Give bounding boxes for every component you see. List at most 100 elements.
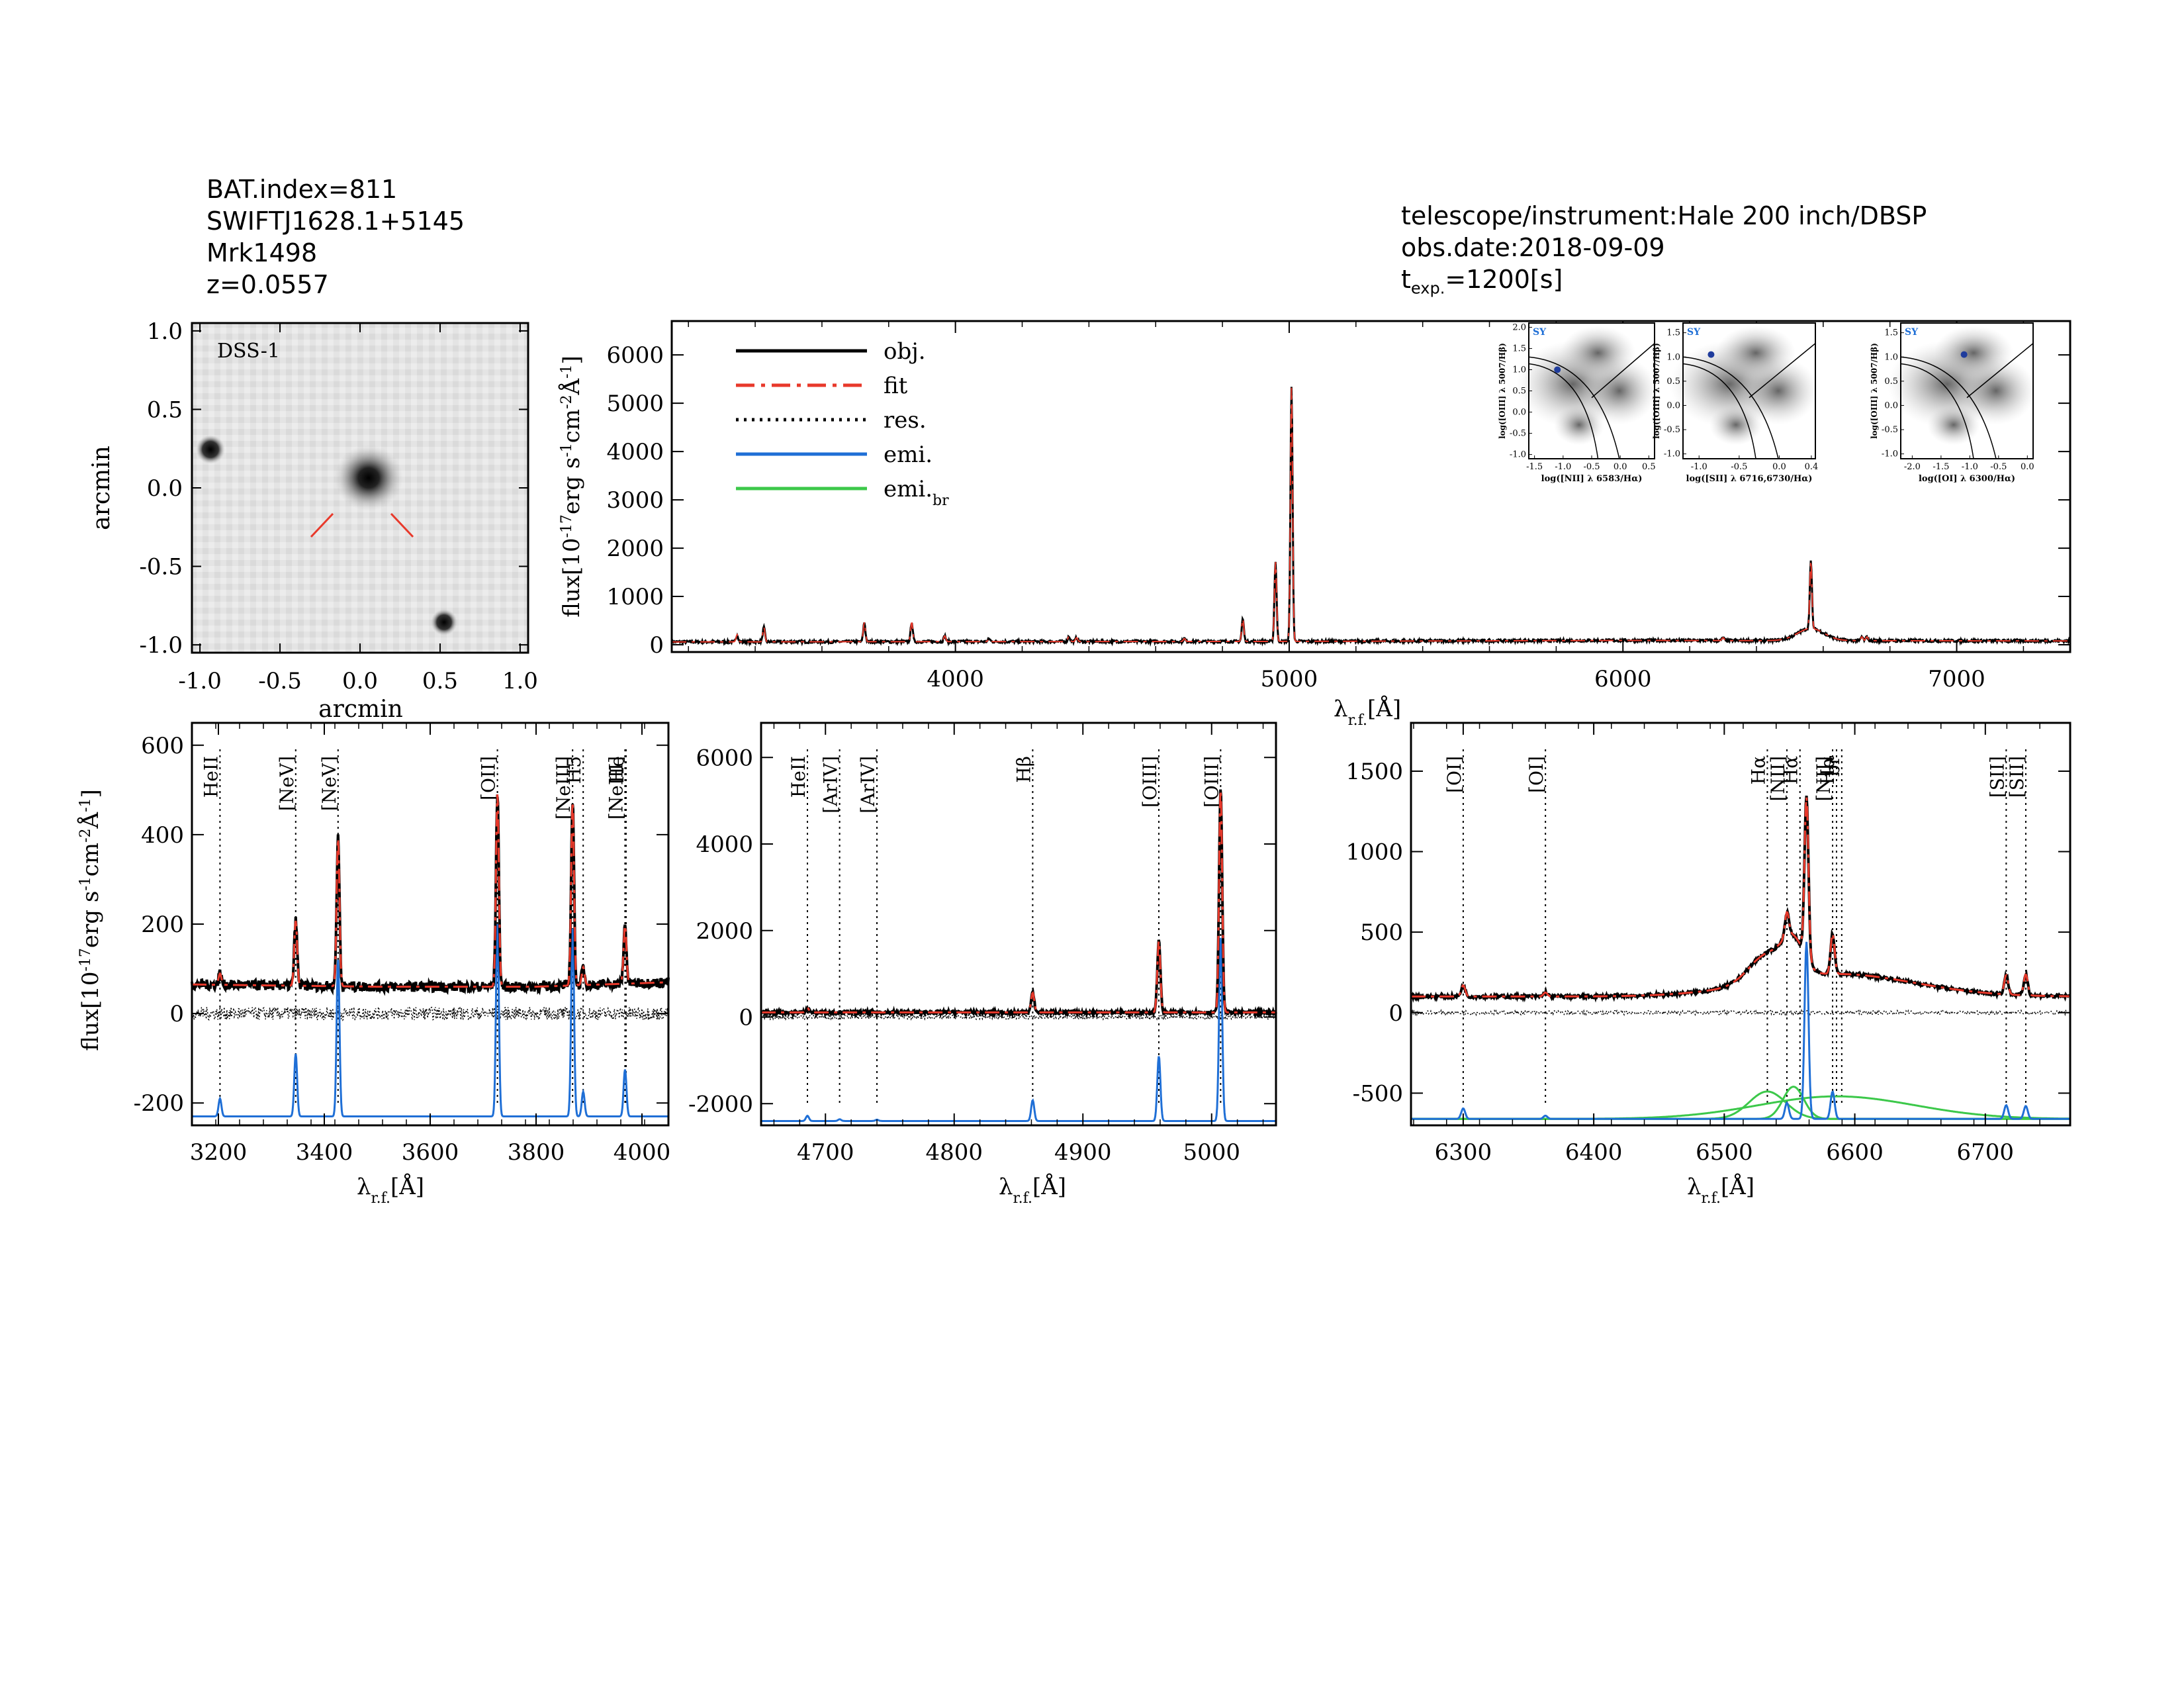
- xtick-label: 4700: [797, 1139, 854, 1166]
- bpt-ytick-label: -1.0: [1664, 449, 1680, 459]
- bpt-ytick-label: 1.5: [1884, 328, 1898, 338]
- bpt-ytick-label: 1.0: [1666, 352, 1680, 362]
- swift-id-text: SWIFTJ1628.1+5145: [206, 207, 465, 236]
- ytick-label: 0: [739, 1005, 753, 1031]
- line-id-label: Hα: [1817, 756, 1839, 784]
- field-star-bottom: [431, 609, 457, 635]
- line-id-label: Hα: [1780, 756, 1802, 784]
- observed-spectrum: [760, 789, 1277, 1019]
- line-id-label: [ArIV]: [857, 756, 879, 814]
- dss-ylabel: arcmin: [88, 445, 115, 530]
- bpt-xtick-label: -1.5: [1526, 462, 1543, 472]
- broad-emission-series: [1411, 1090, 2070, 1120]
- ytick-label: 3000: [606, 487, 664, 514]
- ytick-label: 6000: [606, 342, 664, 369]
- bpt-demarcation-curve: [1682, 363, 1756, 459]
- ytick-label: 6000: [696, 745, 753, 771]
- ytick-label: 400: [141, 822, 184, 849]
- bpt-density-blob: [1554, 404, 1604, 445]
- bpt-xtick-label: 0.0: [1614, 462, 1627, 472]
- line-id-label: [NeV]: [276, 756, 298, 811]
- line-id-label: H5: [563, 756, 585, 784]
- residual-series: [1410, 1008, 2071, 1017]
- ytick-label: 2000: [696, 918, 753, 945]
- line-id-label: br: [1822, 755, 1844, 776]
- xtick-label: 7000: [1928, 666, 1985, 692]
- ytick-label: 200: [141, 912, 184, 938]
- bpt-xlabel: log([SII] λ 6716,6730/Hα): [1686, 474, 1813, 484]
- bpt-xtick-label: -0.5: [1583, 462, 1600, 472]
- dss-xtick-label: -1.0: [178, 668, 222, 694]
- xtick-label: 3400: [296, 1139, 353, 1166]
- dss-label: DSS-1: [217, 340, 280, 363]
- blue-xlabel: λr.f.[Å]: [357, 1173, 424, 1207]
- bpt-seyfert-liner-line: [1966, 343, 2034, 399]
- full-ylabel: flux[10-17erg s-1cm-2Å-1]: [558, 355, 585, 618]
- line-id-label: [OIII]: [1139, 756, 1161, 808]
- bpt-ylabel: log([OIII] λ 5007/Hβ): [1870, 343, 1879, 439]
- emission-series: [761, 937, 1276, 1122]
- bpt-ytick-label: 0.5: [1512, 387, 1526, 397]
- residual-series: [760, 1013, 1277, 1021]
- dss-axis-ticks: -1.0 -0.5 0.0 0.5 1.0 1.0 0.5 0.0 -0.5 -1.0: [139, 318, 538, 694]
- line-id-label: [NeV]: [318, 756, 340, 811]
- bpt-ytick-label: 1.5: [1666, 328, 1680, 338]
- bpt-density-blob: [1927, 404, 1980, 445]
- line-id-label: [OII]: [478, 756, 500, 800]
- halpha-xlabel: λr.f.[Å]: [1687, 1173, 1754, 1207]
- bpt-xlabel: log([OI] λ 6300/Hα): [1919, 474, 2015, 484]
- bpt-xtick-label: 0.5: [1642, 462, 1656, 472]
- bpt-density-blob: [1709, 404, 1762, 445]
- blue-ylabel: flux[10-17erg s-1cm-2Å-1]: [77, 789, 104, 1051]
- bpt-xtick-label: -0.5: [1731, 462, 1747, 472]
- target-marker-left: [310, 512, 334, 538]
- line-id-label: Hβ: [1013, 756, 1034, 783]
- bpt-tag: SY: [1687, 327, 1701, 338]
- bpt-density-blob: [1934, 326, 2013, 381]
- bpt-ytick-label: 1.0: [1512, 365, 1526, 375]
- line-id-label: He: [606, 756, 628, 783]
- line-id-label: [OI]: [1525, 756, 1547, 793]
- bpt-ytick-label: 0.5: [1884, 377, 1898, 387]
- bpt-diagram-3: SY -2.0 -1.5 -1.0 -0.5 0.0 1.5 1.0 0.5 0.0 -0.5 -1.…: [1870, 322, 2036, 484]
- bpt-ytick-label: 2.0: [1512, 322, 1526, 332]
- xtick-label: 6600: [1826, 1139, 1884, 1166]
- plot-frame: [191, 722, 670, 1127]
- bpt-tag: SY: [1533, 327, 1547, 338]
- panel-blue: HeII [NeV] [NeV] [OII] [NeIII]H5 [NeIII]He320…: [134, 722, 671, 1166]
- bpt-xlabel: log([NII] λ 6583/Hα): [1541, 474, 1643, 484]
- ytick-label: 1500: [1345, 759, 1403, 785]
- bpt-xtick-label: 0.4: [1805, 462, 1819, 472]
- bpt-density-blob: [1716, 326, 1796, 381]
- fit-spectrum: [1411, 797, 2070, 998]
- legend: obj. fit res. emi. emi.br: [736, 338, 949, 509]
- dss-xtick-label: 0.5: [422, 668, 458, 694]
- redshift-text: z=0.0557: [206, 270, 329, 299]
- dss-image-panel: DSS-1 -1.0 -0.5 0.0 0.5 1.01.00.50.0-0.5-1.0…: [88, 318, 538, 723]
- xtick-label: 3600: [402, 1139, 459, 1166]
- bpt-xtick-label: -1.0: [1691, 462, 1707, 472]
- bpt-xtick-label: -1.5: [1933, 462, 1949, 472]
- full-xlabel: λr.f.[Å]: [1334, 695, 1401, 729]
- bpt-ytick-label: -1.0: [1510, 450, 1526, 460]
- bpt-ytick-label: 0.5: [1666, 377, 1680, 387]
- xtick-label: 4800: [925, 1139, 983, 1166]
- bpt-ytick-label: 0.0: [1512, 408, 1526, 418]
- bpt-diagram-2: SY -1.0 -0.5 0.0 0.4 1.5 1.0 0.5 0.0 -0.5 -1.0 log(…: [1652, 322, 1819, 484]
- legend-emibr-label: emi.br: [884, 476, 949, 509]
- spectrum-plots: 4000 5000 6000 7000010002000300040005000600…: [134, 320, 2071, 1166]
- ytick-label: -2000: [688, 1091, 753, 1117]
- line-id-label: [SII]: [2006, 756, 2028, 798]
- xtick-label: 6300: [1435, 1139, 1492, 1166]
- object-name-text: Mrk1498: [206, 238, 318, 267]
- ytick-label: -500: [1353, 1080, 1403, 1107]
- bpt-max-starburst-curve: [1528, 356, 1620, 459]
- bpt-xtick-label: -0.5: [1990, 462, 2007, 472]
- xtick-label: 4000: [614, 1139, 671, 1166]
- plot-frame: [760, 722, 1277, 1127]
- xtick-label: 6700: [1957, 1139, 2015, 1166]
- hbeta-xlabel: λr.f.[Å]: [999, 1173, 1066, 1207]
- dss-xtick-label: 0.0: [342, 668, 378, 694]
- target-galaxy: [334, 445, 403, 511]
- bpt-ytick-label: 1.0: [1884, 352, 1898, 362]
